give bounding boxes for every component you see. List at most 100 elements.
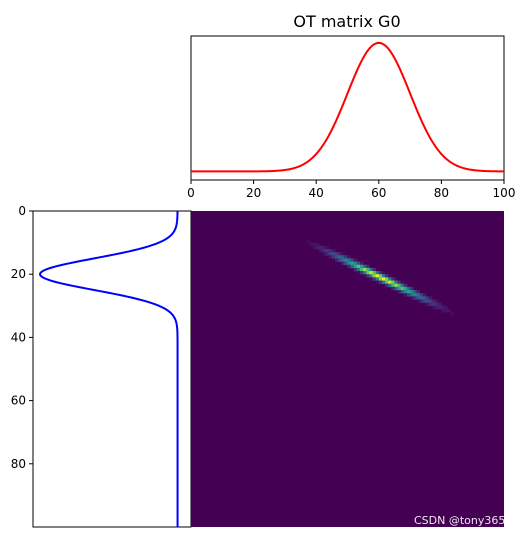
heatmap-cell	[322, 248, 326, 253]
heatmap-cell	[366, 271, 370, 275]
x-tick-label: 40	[309, 186, 324, 200]
heatmap-cell	[334, 258, 339, 262]
heatmap-cell	[416, 290, 420, 294]
heatmap-cell	[372, 274, 377, 278]
heatmap-cell	[356, 267, 361, 272]
heatmap-cell	[425, 296, 430, 300]
heatmap-cell	[325, 252, 330, 256]
heatmap-cell	[363, 274, 367, 278]
heatmap-cell	[331, 255, 336, 259]
heatmap-cell	[432, 305, 436, 310]
heatmap-cell	[378, 280, 383, 285]
heatmap-cell	[356, 271, 361, 275]
heatmap-cell	[444, 305, 449, 310]
heatmap-cell	[400, 286, 405, 291]
target-distribution-line	[38, 210, 179, 527]
heatmap-cell	[378, 274, 383, 278]
heatmap-cell	[400, 290, 405, 294]
heatmap-cell	[422, 296, 427, 300]
heatmap-cell	[428, 299, 433, 304]
heatmap-cell	[388, 274, 392, 278]
heatmap-cell	[341, 252, 345, 256]
x-tick-label: 60	[371, 186, 386, 200]
heatmap-cell	[319, 245, 323, 250]
heatmap-cell	[419, 299, 424, 304]
heatmap-cell	[381, 271, 386, 275]
heatmap-cell	[350, 258, 355, 262]
heatmap-cell	[391, 280, 395, 285]
heatmap-cell	[366, 267, 370, 272]
heatmap-cell	[391, 286, 395, 291]
heatmap-cell	[350, 264, 355, 269]
heatmap-cell	[347, 261, 352, 266]
heatmap-cell	[360, 261, 364, 266]
heatmap-cell	[334, 255, 339, 259]
heatmap-cell	[388, 283, 392, 288]
heatmap-cell	[331, 252, 336, 256]
heatmap-cell	[381, 274, 386, 278]
heatmap-cell	[325, 245, 330, 250]
heatmap-cell	[309, 242, 314, 247]
heatmap-cell	[344, 255, 348, 259]
heatmap-cell	[413, 293, 417, 297]
heatmap-cell	[378, 271, 383, 275]
heatmap-cell	[344, 261, 348, 266]
heatmap-cell	[388, 280, 392, 285]
heatmap-cell	[441, 305, 445, 310]
heatmap-cell	[406, 290, 411, 294]
heatmap-cell	[422, 293, 427, 297]
heatmap-cell	[350, 261, 355, 266]
heatmap-cell	[391, 277, 395, 281]
heatmap-cell	[313, 245, 317, 250]
heatmap-cell	[322, 245, 326, 250]
heatmap-cell	[322, 252, 326, 256]
heatmap-cell	[372, 267, 377, 272]
heatmap-cell	[353, 264, 358, 269]
heatmap-cell	[410, 296, 414, 300]
watermark: CSDN @tony365	[414, 514, 505, 527]
heatmap-cell	[372, 271, 377, 275]
heatmap-cell	[388, 277, 392, 281]
heatmap-cell	[425, 299, 430, 304]
heatmap-cell	[400, 280, 405, 285]
heatmap-cell	[447, 308, 452, 313]
heatmap-cell	[410, 290, 414, 294]
heatmap-cell	[378, 277, 383, 281]
heatmap-cell	[432, 299, 436, 304]
heatmap-cell	[406, 286, 411, 291]
heatmap-cell	[363, 264, 367, 269]
heatmap-cell	[428, 296, 433, 300]
heatmap-cell	[306, 239, 311, 243]
heatmap-cell	[347, 264, 352, 269]
heatmap-cell	[435, 302, 439, 307]
heatmap-cell	[381, 277, 386, 281]
heatmap-cell	[375, 274, 380, 278]
heatmap-cell	[403, 290, 408, 294]
heatmap-cell	[369, 271, 373, 275]
target-plot-frame	[32, 210, 192, 528]
heatmap-cell	[363, 271, 367, 275]
heatmap-cell	[410, 286, 414, 291]
y-tick-label: 0	[18, 204, 26, 218]
heatmap-cell	[435, 305, 439, 310]
heatmap-cell	[341, 255, 345, 259]
heatmap-cell	[394, 283, 398, 288]
source-plot-frame	[190, 35, 505, 181]
heatmap-cell	[347, 258, 352, 262]
heatmap-cell	[394, 280, 398, 285]
heatmap-cell	[341, 261, 345, 266]
heatmap-cell	[360, 271, 364, 275]
heatmap-cell	[366, 264, 370, 269]
heatmap-cell	[338, 252, 342, 256]
heatmap-cell	[391, 283, 395, 288]
heatmap-cell	[416, 293, 420, 297]
heatmap-cell	[397, 290, 402, 294]
heatmap-cell	[438, 305, 442, 310]
heatmap-cell	[353, 261, 358, 266]
heatmap-cell	[419, 296, 424, 300]
heatmap-cell	[425, 302, 430, 307]
heatmap-cell	[416, 299, 420, 304]
heatmap-cell	[328, 248, 333, 253]
y-tick-label: 40	[11, 330, 26, 344]
